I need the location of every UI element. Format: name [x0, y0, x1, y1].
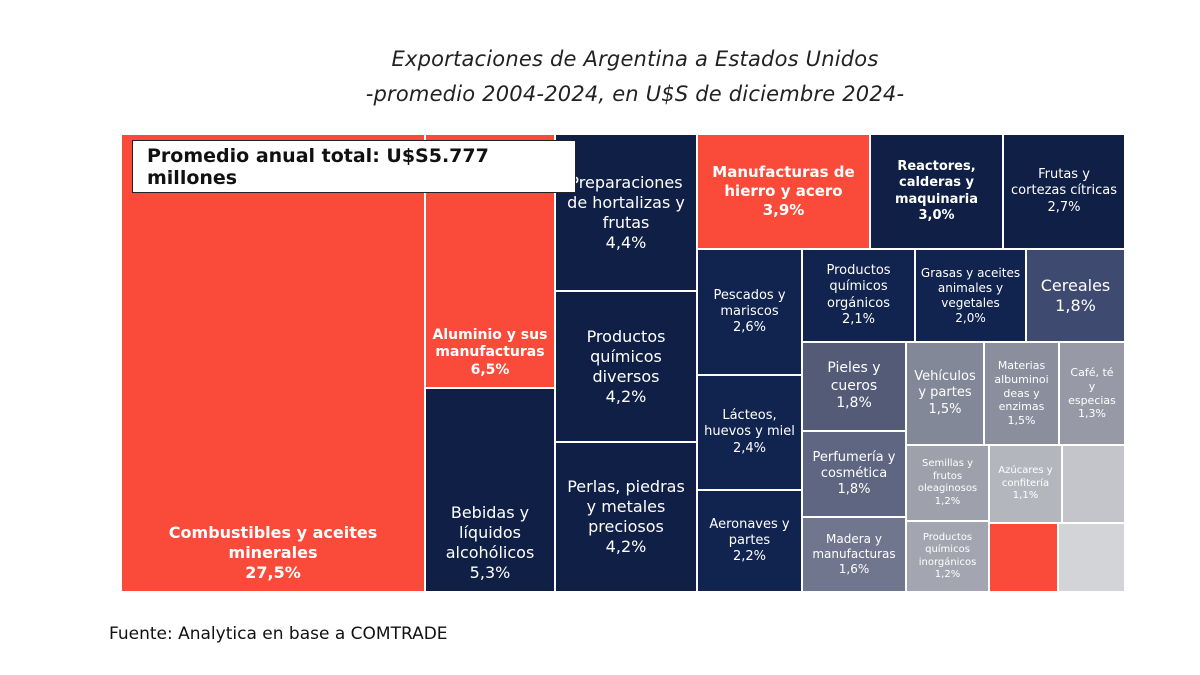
tile-label: Madera y manufacturas	[812, 532, 896, 561]
tile-value: 1,3%	[1078, 407, 1106, 421]
treemap-tile: Cereales 1,8%	[1027, 250, 1124, 341]
treemap-tile: Lácteos, huevos y miel 2,4%	[698, 376, 801, 489]
source-note: Fuente: Analytica en base a COMTRADE	[109, 624, 448, 644]
tile-label: Frutas y cortezas cítricas	[1011, 167, 1117, 199]
tile-value: 1,8%	[836, 395, 872, 412]
tile-label: Pieles y cueros	[827, 360, 881, 394]
treemap-tile: Reactores, calderas y maquinaria 3,0%	[871, 135, 1002, 248]
treemap-tile: Madera y manufacturas 1,6%	[803, 518, 905, 591]
treemap-tile: Bebidas y líquidos alcohólicos 5,3%	[426, 389, 554, 591]
treemap-tile: Grasas y aceites animales y vegetales 2,0…	[916, 250, 1025, 341]
treemap-tile: Productos químicos orgánicos 2,1%	[803, 250, 914, 341]
treemap-tile: Semillas y frutos oleaginosos 1,2%	[907, 446, 988, 520]
treemap-tile: Frutas y cortezas cítricas 2,7%	[1004, 135, 1124, 248]
tile-label: Productos químicos orgánicos	[826, 263, 891, 311]
treemap-tile: Perlas, piedras y metales preciosos 4,2%	[556, 443, 696, 591]
tile-label: Aeronaves y partes	[709, 516, 790, 548]
treemap-tile: Perfumería y cosmética 1,8%	[803, 432, 905, 516]
tile-label: Perlas, piedras y metales preciosos	[567, 477, 685, 536]
tile-label: Reactores, calderas y maquinaria	[894, 159, 978, 207]
tile-label: Materias albuminoi deas y enzimas	[994, 359, 1049, 414]
tile-value: 1,6%	[838, 562, 870, 576]
tile-label: Combustibles y aceites minerales	[168, 523, 378, 562]
tile-label: Café, té y especias	[1068, 366, 1116, 407]
tile-label: Cereales	[1040, 275, 1111, 295]
tile-label: Pescados y mariscos	[713, 287, 786, 319]
tile-value: 1,8%	[1055, 295, 1096, 315]
tile-value: 2,2%	[732, 549, 767, 565]
tile-label: Lácteos, huevos y miel	[704, 408, 795, 440]
tile-value: 1,1%	[1012, 490, 1039, 502]
treemap-tile	[1059, 524, 1124, 591]
treemap-tile: Productos químicos inorgánicos 1,2%	[907, 522, 988, 591]
treemap-tile: Preparaciones de hortalizas y frutas 4,4%	[556, 135, 696, 290]
treemap-tile: Café, té y especias 1,3%	[1060, 343, 1124, 444]
tile-value: 3,0%	[918, 207, 955, 223]
tile-label: Azúcares y confitería	[998, 465, 1053, 489]
tile-label: Manufacturas de hierro y acero	[712, 163, 855, 201]
tile-value: 2,4%	[732, 440, 767, 456]
treemap-tile: Productos químicos diversos 4,2%	[556, 292, 696, 441]
treemap-tile	[990, 524, 1057, 591]
tile-value: 1,5%	[1007, 414, 1036, 428]
tile-value: 5,3%	[469, 563, 511, 582]
tile-value: 3,9%	[762, 200, 805, 219]
tile-label: Perfumería y cosmética	[812, 449, 896, 481]
tile-value: 4,2%	[605, 537, 647, 556]
treemap-tile: Aeronaves y partes 2,2%	[698, 491, 801, 591]
treemap-tile: Vehículos y partes 1,5%	[907, 343, 983, 444]
tile-label: Bebidas y líquidos alcohólicos	[445, 503, 535, 562]
tile-value: 4,4%	[605, 232, 647, 252]
tile-value: 1,2%	[934, 495, 961, 507]
chart-title: Exportaciones de Argentina a Estados Uni…	[391, 47, 879, 71]
tile-value: 1,2%	[934, 569, 961, 580]
tile-value: 27,5%	[245, 563, 301, 582]
tile-value: 2,7%	[1047, 199, 1081, 215]
total-annotation: Promedio anual total: U$S5.777 millones	[132, 140, 576, 193]
tile-label: Productos químicos diversos	[586, 326, 666, 386]
tile-value: 6,5%	[470, 361, 510, 378]
treemap-tile: Pieles y cueros 1,8%	[803, 343, 905, 430]
tile-value: 1,5%	[928, 401, 962, 417]
tile-value: 1,8%	[837, 482, 871, 498]
treemap-tile: Manufacturas de hierro y acero 3,9%	[698, 135, 869, 248]
treemap-tile: Materias albuminoi deas y enzimas 1,5%	[985, 343, 1058, 444]
tile-value: 2,0%	[955, 310, 986, 325]
tile-label: Aluminio y sus manufacturas	[432, 326, 548, 361]
treemap-tile: Combustibles y aceites minerales 27,5%	[122, 135, 424, 591]
tile-value: 4,2%	[605, 386, 647, 406]
treemap-tile: Azúcares y confitería 1,1%	[990, 446, 1061, 522]
tile-label: Preparaciones de hortalizas y frutas	[567, 172, 685, 232]
tile-label: Semillas y frutos oleaginosos	[917, 458, 978, 494]
tile-label: Productos químicos inorgánicos	[918, 531, 977, 568]
tile-label: Vehículos y partes	[914, 369, 976, 401]
tile-value: 2,1%	[841, 311, 876, 327]
tile-value: 2,6%	[732, 320, 767, 336]
chart-subtitle: -promedio 2004-2024, en U$S de diciembre…	[365, 82, 905, 106]
tile-label: Grasas y aceites animales y vegetales	[920, 265, 1021, 310]
treemap-tile	[1063, 446, 1124, 522]
treemap-tile: Pescados y mariscos 2,6%	[698, 250, 801, 374]
